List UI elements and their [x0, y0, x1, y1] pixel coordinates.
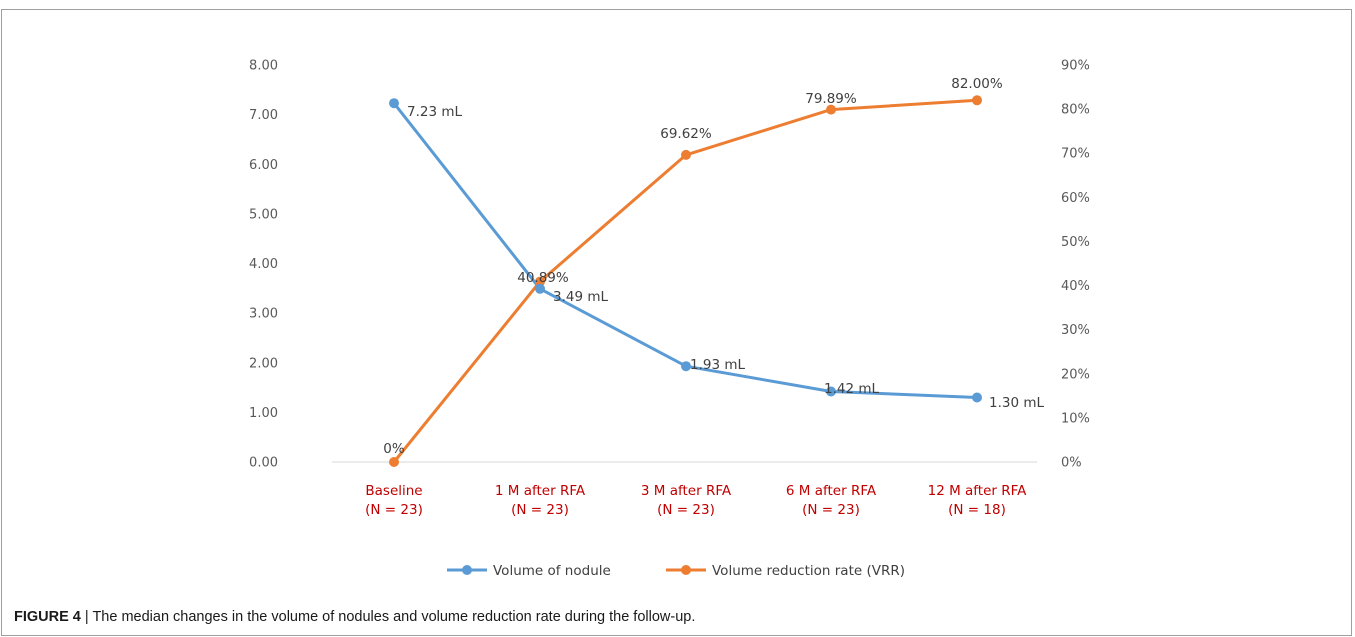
data-point-1 — [826, 104, 836, 115]
right-tick-label: 10% — [1061, 411, 1090, 426]
data-label: 82.00% — [951, 76, 1003, 92]
right-axis-ticks: 0% 10% 20% 30% 40% 50% 60% 70% 80% 90% — [1061, 59, 1090, 471]
figure-caption: FIGURE 4 | The median changes in the vol… — [14, 609, 695, 625]
data-point-1 — [681, 149, 691, 160]
category-label: 1 M after RFA (N = 23) — [495, 483, 586, 518]
category-label-line: (N = 18) — [948, 502, 1006, 518]
category-label-line: 6 M after RFA — [786, 483, 877, 499]
category-label-line: (N = 23) — [657, 502, 715, 518]
left-tick-label: 3.00 — [249, 307, 278, 322]
left-axis-ticks: 0.00 1.00 2.00 3.00 4.00 5.00 6.00 7.00 8.00 — [249, 59, 278, 471]
data-point-1 — [972, 95, 982, 106]
category-label: 6 M after RFA (N = 23) — [786, 483, 877, 518]
right-tick-label: 60% — [1061, 191, 1090, 206]
category-label-line: 12 M after RFA — [928, 483, 1028, 499]
right-tick-label: 50% — [1061, 235, 1090, 250]
category-label-line: (N = 23) — [802, 502, 860, 518]
category-label-line: (N = 23) — [365, 502, 423, 518]
category-labels: Baseline (N = 23)1 M after RFA (N = 23)3 M… — [365, 483, 1027, 518]
data-label: 79.89% — [805, 91, 857, 107]
right-tick-label: 20% — [1061, 367, 1090, 382]
figure-label: FIGURE 4 — [14, 609, 81, 625]
right-tick-label: 0% — [1061, 456, 1082, 471]
right-tick-label: 70% — [1061, 147, 1090, 162]
data-labels: 7.23 mL 3.49 mL 1.93 mL 1.42 mL 1.30 mL 0% 40.… — [383, 76, 1044, 457]
data-point-0 — [972, 392, 982, 403]
right-tick-label: 30% — [1061, 323, 1090, 338]
left-tick-label: 8.00 — [249, 59, 278, 74]
legend-label: Volume of nodule — [493, 563, 611, 579]
left-tick-label: 1.00 — [249, 406, 278, 421]
data-point-1 — [389, 457, 399, 467]
figure-frame: 0.00 1.00 2.00 3.00 4.00 5.00 6.00 7.00 8.00 0% 1… — [1, 9, 1352, 636]
left-tick-label: 0.00 — [249, 456, 278, 471]
data-point-1 — [535, 276, 545, 287]
legend-label: Volume reduction rate (VRR) — [712, 563, 905, 579]
category-label-line: Baseline — [365, 483, 422, 499]
category-label: 3 M after RFA (N = 23) — [641, 483, 732, 518]
caption-separator: | — [80, 609, 93, 625]
data-label: 1.30 mL — [989, 395, 1045, 411]
legend-swatch-marker — [681, 565, 691, 575]
data-point-0 — [389, 98, 399, 109]
category-label: Baseline (N = 23) — [365, 483, 423, 518]
data-label: 0% — [383, 441, 405, 457]
data-label: 40.89% — [517, 270, 569, 286]
category-label-line: (N = 23) — [511, 502, 569, 518]
data-label: 1.93 mL — [690, 357, 746, 373]
category-label-line: 3 M after RFA — [641, 483, 732, 499]
data-label: 1.42 mL — [824, 381, 880, 397]
data-point-0 — [535, 283, 545, 294]
line-chart: 0.00 1.00 2.00 3.00 4.00 5.00 6.00 7.00 8.00 0% 1… — [249, 59, 1090, 580]
data-label: 7.23 mL — [407, 104, 463, 120]
series-points — [389, 95, 982, 467]
right-tick-label: 90% — [1061, 59, 1090, 74]
category-label: 12 M after RFA (N = 18) — [928, 483, 1028, 518]
data-label: 69.62% — [660, 126, 712, 142]
left-tick-label: 7.00 — [249, 108, 278, 123]
data-label: 3.49 mL — [553, 289, 609, 305]
right-tick-label: 80% — [1061, 103, 1090, 118]
data-point-0 — [826, 386, 836, 397]
right-tick-label: 40% — [1061, 279, 1090, 294]
left-tick-label: 5.00 — [249, 207, 278, 222]
category-label-line: 1 M after RFA — [495, 483, 586, 499]
legend-swatch-marker — [462, 565, 472, 575]
data-point-0 — [681, 361, 691, 372]
caption-text: The median changes in the volume of nodu… — [92, 609, 696, 625]
left-tick-label: 4.00 — [249, 257, 278, 272]
legend: Volume of nodule Volume reduction rate (V… — [447, 563, 905, 579]
left-tick-label: 2.00 — [249, 356, 278, 371]
left-tick-label: 6.00 — [249, 158, 278, 173]
